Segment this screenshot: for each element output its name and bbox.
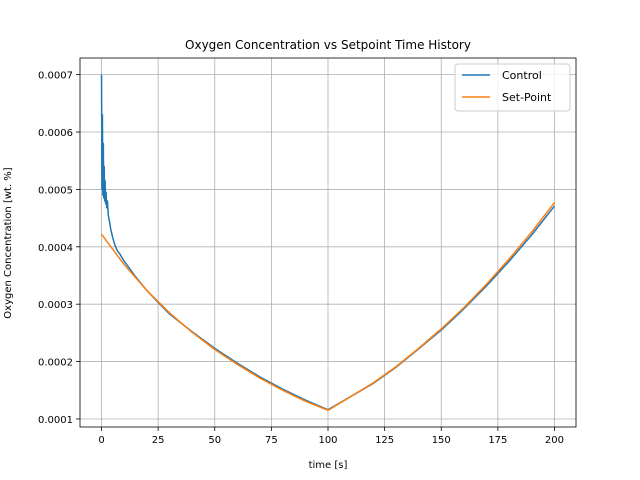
x-tick-label: 150 — [432, 435, 451, 446]
plot-area — [100, 74, 556, 412]
x-axis-label: time [s] — [309, 460, 348, 471]
x-tick-label: 25 — [152, 435, 165, 446]
y-tick-label: 0.0001 — [38, 415, 73, 426]
legend: Control Set-Point — [454, 63, 571, 112]
legend-label-set-point: Set-Point — [502, 91, 552, 104]
y-tick-label: 0.0002 — [38, 358, 73, 369]
x-tick-label: 175 — [488, 435, 507, 446]
y-tick-label: 0.0003 — [38, 300, 73, 311]
y-tick-label: 0.0007 — [38, 71, 73, 82]
series-line-set-point — [100, 202, 556, 412]
legend-label-control: Control — [502, 69, 542, 82]
y-tick-label: 0.0005 — [38, 185, 73, 196]
x-tick-label: 75 — [265, 435, 278, 446]
y-tick-label: 0.0006 — [38, 128, 73, 139]
x-tick-label: 125 — [375, 435, 394, 446]
x-tick-label: 100 — [318, 435, 337, 446]
y-tick-label: 0.0004 — [38, 243, 73, 254]
x-axis: 0 25 50 75 100 125 150 175 200 — [98, 427, 564, 446]
x-tick-label: 50 — [208, 435, 221, 446]
y-axis: 0.0001 0.0002 0.0003 0.0004 0.0005 0.0006 0.00… — [38, 71, 80, 426]
y-axis-label: Oxygen Concentration [wt. %] — [3, 167, 14, 319]
chart-title: Oxygen Concentration vs Setpoint Time Hi… — [185, 38, 471, 52]
x-tick-label: 200 — [545, 435, 564, 446]
x-tick-label: 0 — [98, 435, 104, 446]
grid — [80, 58, 576, 427]
